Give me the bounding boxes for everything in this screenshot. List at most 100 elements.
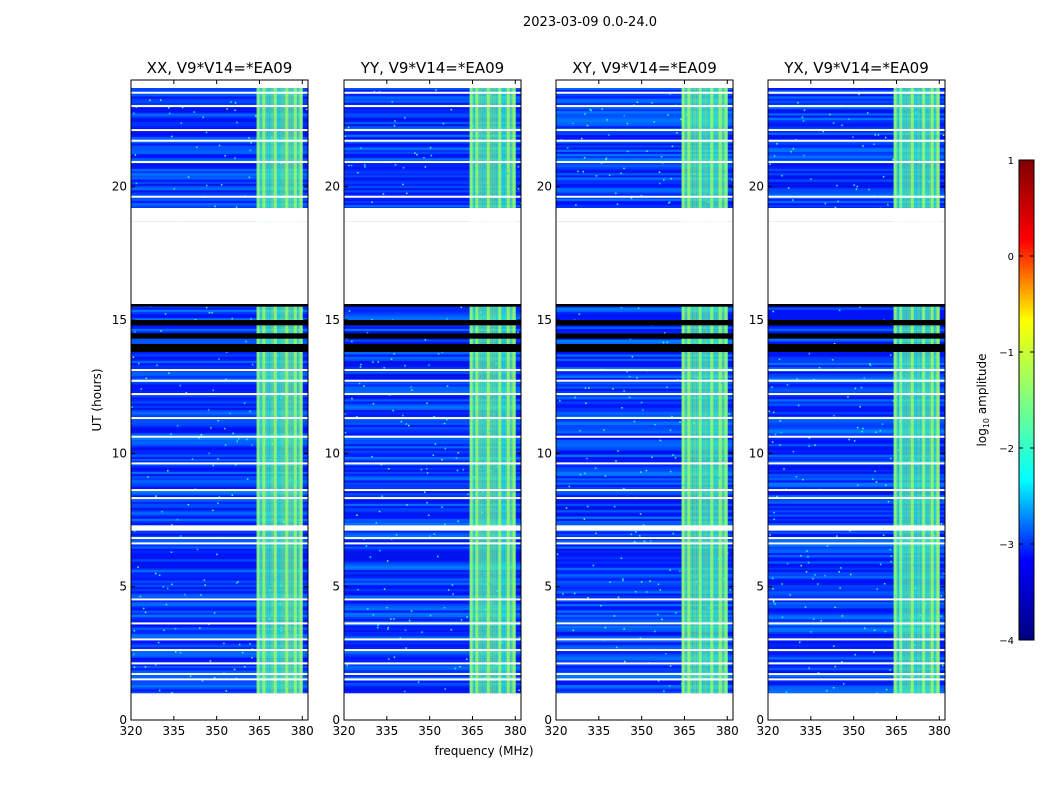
heatmap-speckle <box>424 491 426 493</box>
heatmap-speckle <box>663 179 665 181</box>
y-tick-label: 15 <box>537 313 552 327</box>
heatmap-speckle <box>262 424 265 427</box>
heatmap-speckle <box>575 204 577 206</box>
heatmap-speckle <box>928 181 931 183</box>
heatmap-row <box>131 590 308 594</box>
heatmap-speckle <box>234 102 237 104</box>
heatmap-row <box>768 362 945 366</box>
heatmap-speckle <box>666 386 668 388</box>
x-tick: 350 <box>842 80 865 738</box>
heatmap-speckle <box>248 137 250 139</box>
x-tick: 380 <box>716 80 739 738</box>
heatmap-row <box>344 629 521 632</box>
heatmap-row <box>768 430 945 434</box>
heatmap-speckle <box>171 583 173 586</box>
heatmap-row <box>768 458 945 462</box>
heatmap-row <box>131 313 308 317</box>
heatmap-speckle <box>223 427 226 430</box>
heatmap-speckle <box>781 174 783 177</box>
heatmap-row <box>556 605 733 609</box>
heatmap-speckle <box>196 548 199 551</box>
heatmap-row <box>344 100 521 103</box>
heatmap-speckle <box>714 535 717 537</box>
y-tick: 10 <box>112 446 308 460</box>
heatmap-row <box>131 192 308 195</box>
heatmap-row <box>768 364 945 368</box>
heatmap-row <box>131 473 308 477</box>
heatmap-speckle <box>405 423 408 425</box>
heatmap-row <box>344 136 521 140</box>
heatmap-row <box>768 691 945 694</box>
heatmap-row <box>344 458 521 462</box>
heatmap-speckle <box>410 386 412 388</box>
heatmap-row <box>556 100 733 103</box>
gap-line <box>768 542 945 545</box>
heatmap-row <box>344 307 521 310</box>
heatmap-row <box>131 398 308 402</box>
heatmap-row <box>768 396 945 400</box>
heatmap-row <box>131 558 308 562</box>
heatmap-row <box>131 576 308 579</box>
rfi-column <box>705 88 708 694</box>
heatmap-speckle <box>496 590 498 592</box>
heatmap-row <box>131 522 308 526</box>
heatmap-speckle <box>659 182 661 185</box>
heatmap-speckle <box>306 108 308 111</box>
heatmap-row <box>556 531 733 534</box>
y-tick-label: 20 <box>749 180 764 194</box>
heatmap-speckle <box>661 618 663 621</box>
heatmap-row <box>131 147 308 150</box>
heatmap-row <box>556 544 733 547</box>
heatmap-speckle <box>378 510 381 513</box>
heatmap-speckle <box>841 615 844 617</box>
gap-line <box>344 129 521 132</box>
heatmap-speckle <box>628 396 631 399</box>
heatmap-speckle <box>289 198 292 201</box>
heatmap-row <box>556 499 733 502</box>
heatmap-row <box>131 426 308 430</box>
heatmap-row <box>344 631 521 635</box>
heatmap-speckle <box>912 618 915 620</box>
heatmap-row <box>131 691 308 694</box>
heatmap-speckle <box>447 589 450 591</box>
heatmap-speckle <box>858 93 860 96</box>
heatmap-speckle <box>205 306 208 309</box>
heatmap-row <box>556 433 733 436</box>
heatmap-row <box>131 437 308 440</box>
heatmap-row <box>768 558 945 562</box>
colorbar-ticks: 10−1−2−3−4 <box>999 156 1034 647</box>
heatmap-row <box>556 115 733 118</box>
heatmap-row <box>344 652 521 656</box>
heatmap-row <box>768 202 945 206</box>
heatmap-row <box>556 584 733 588</box>
heatmap-row <box>131 149 308 152</box>
x-tick-label: 350 <box>418 724 441 738</box>
rfi-column <box>695 88 698 694</box>
heatmap-row <box>131 448 308 451</box>
heatmap-speckle <box>919 614 922 617</box>
gap-line <box>556 489 733 492</box>
heatmap-speckle <box>559 399 561 402</box>
data-gap <box>768 693 945 720</box>
heatmap-row <box>556 445 733 449</box>
heatmap-row <box>556 373 733 376</box>
heatmap-row <box>768 486 945 490</box>
rfi-column <box>903 88 906 694</box>
heatmap-speckle <box>786 562 789 565</box>
heatmap-speckle <box>657 613 659 616</box>
heatmap-speckle <box>279 603 282 606</box>
heatmap-row <box>344 375 521 379</box>
heatmap-row <box>768 181 945 184</box>
heatmap-row <box>768 110 945 114</box>
heatmap-speckle <box>584 387 587 390</box>
x-tick: 365 <box>248 80 271 738</box>
heatmap-speckle <box>897 366 900 369</box>
heatmap-row <box>556 494 733 498</box>
data-gap <box>131 525 308 531</box>
heatmap-row <box>556 358 733 362</box>
heatmap-row <box>344 360 521 364</box>
heatmap-speckle <box>206 184 208 187</box>
heatmap-speckle <box>790 150 792 153</box>
heatmap-speckle <box>824 574 826 577</box>
heatmap-speckle <box>426 472 429 474</box>
